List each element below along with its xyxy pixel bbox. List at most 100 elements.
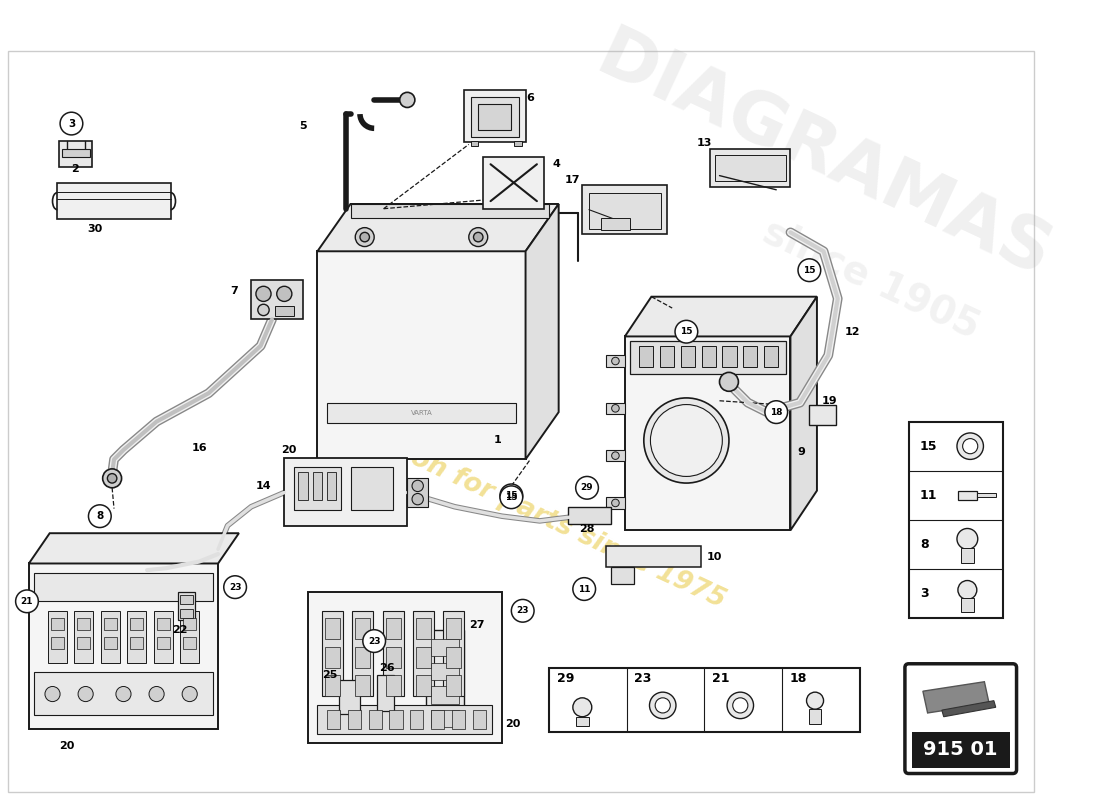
Bar xyxy=(447,675,461,696)
Bar xyxy=(75,610,94,663)
Text: 20: 20 xyxy=(59,741,75,751)
Text: 11: 11 xyxy=(920,489,937,502)
Bar xyxy=(431,686,460,703)
Bar xyxy=(154,610,173,663)
Bar xyxy=(351,467,393,510)
Bar xyxy=(582,185,668,234)
Bar xyxy=(103,638,117,649)
Circle shape xyxy=(500,486,522,509)
Bar xyxy=(284,458,407,526)
Bar xyxy=(324,618,340,639)
Text: 28: 28 xyxy=(580,525,595,534)
Bar xyxy=(101,610,120,663)
Text: 29: 29 xyxy=(557,673,574,686)
Text: 29: 29 xyxy=(581,483,593,492)
Bar xyxy=(710,149,791,187)
Polygon shape xyxy=(625,297,817,337)
Text: 18: 18 xyxy=(770,408,782,417)
Circle shape xyxy=(45,686,60,702)
Circle shape xyxy=(256,286,271,302)
Circle shape xyxy=(102,469,122,488)
Circle shape xyxy=(733,698,748,713)
Text: 8: 8 xyxy=(96,511,103,521)
Bar xyxy=(575,717,589,726)
Text: 21: 21 xyxy=(712,673,729,686)
Bar xyxy=(606,355,625,366)
Bar xyxy=(723,346,737,366)
Circle shape xyxy=(573,698,592,717)
Bar xyxy=(130,638,143,649)
Circle shape xyxy=(575,477,598,499)
Bar xyxy=(327,472,337,500)
Circle shape xyxy=(798,259,821,282)
Circle shape xyxy=(612,499,619,506)
Circle shape xyxy=(412,494,424,505)
Text: 20: 20 xyxy=(506,719,521,730)
Bar xyxy=(351,204,549,218)
Bar xyxy=(588,193,661,229)
Bar xyxy=(339,680,360,714)
Bar xyxy=(355,675,371,696)
Bar xyxy=(810,405,836,426)
Bar xyxy=(744,346,757,366)
Text: 23: 23 xyxy=(635,673,651,686)
Bar xyxy=(128,610,146,663)
Text: 16: 16 xyxy=(191,443,207,453)
Circle shape xyxy=(473,232,483,242)
Bar xyxy=(51,618,64,630)
Bar xyxy=(660,346,674,366)
Bar xyxy=(412,610,433,696)
Circle shape xyxy=(512,599,535,622)
Circle shape xyxy=(148,686,164,702)
Text: since 1905: since 1905 xyxy=(757,213,986,346)
Text: 11: 11 xyxy=(578,585,591,594)
Bar xyxy=(431,663,460,680)
Text: 14: 14 xyxy=(255,481,272,491)
Circle shape xyxy=(500,484,522,506)
FancyBboxPatch shape xyxy=(905,664,1016,774)
Bar xyxy=(368,710,382,729)
Text: 10: 10 xyxy=(707,552,723,562)
Circle shape xyxy=(656,698,670,713)
Bar xyxy=(51,638,64,649)
Text: 4: 4 xyxy=(553,159,561,170)
Circle shape xyxy=(183,686,197,702)
Polygon shape xyxy=(526,204,559,459)
Bar xyxy=(77,618,90,630)
Bar xyxy=(960,598,974,612)
Bar xyxy=(629,341,785,374)
Bar xyxy=(639,346,653,366)
Circle shape xyxy=(277,286,292,302)
Circle shape xyxy=(257,304,270,316)
Circle shape xyxy=(612,452,619,459)
Bar xyxy=(443,610,464,696)
Circle shape xyxy=(60,112,82,135)
Bar xyxy=(29,563,218,729)
Bar xyxy=(62,149,90,157)
Text: 15: 15 xyxy=(680,327,693,336)
Text: 9: 9 xyxy=(798,447,805,457)
Bar xyxy=(385,646,400,667)
Bar xyxy=(478,104,512,130)
Circle shape xyxy=(650,405,723,477)
Polygon shape xyxy=(923,682,989,713)
Bar xyxy=(447,618,461,639)
Circle shape xyxy=(727,692,754,718)
Bar xyxy=(909,422,1003,618)
Bar xyxy=(355,618,371,639)
Bar xyxy=(416,675,431,696)
Bar xyxy=(410,710,424,729)
Circle shape xyxy=(363,630,385,653)
Text: 17: 17 xyxy=(565,175,581,186)
Circle shape xyxy=(360,232,370,242)
Text: 15: 15 xyxy=(505,493,518,502)
Circle shape xyxy=(675,320,697,343)
Bar xyxy=(327,402,516,423)
Bar xyxy=(625,337,791,530)
Text: 25: 25 xyxy=(322,670,338,680)
Bar xyxy=(180,594,194,604)
Circle shape xyxy=(355,228,374,246)
Text: 3: 3 xyxy=(68,118,75,129)
Bar xyxy=(389,710,403,729)
Text: 12: 12 xyxy=(844,326,860,337)
